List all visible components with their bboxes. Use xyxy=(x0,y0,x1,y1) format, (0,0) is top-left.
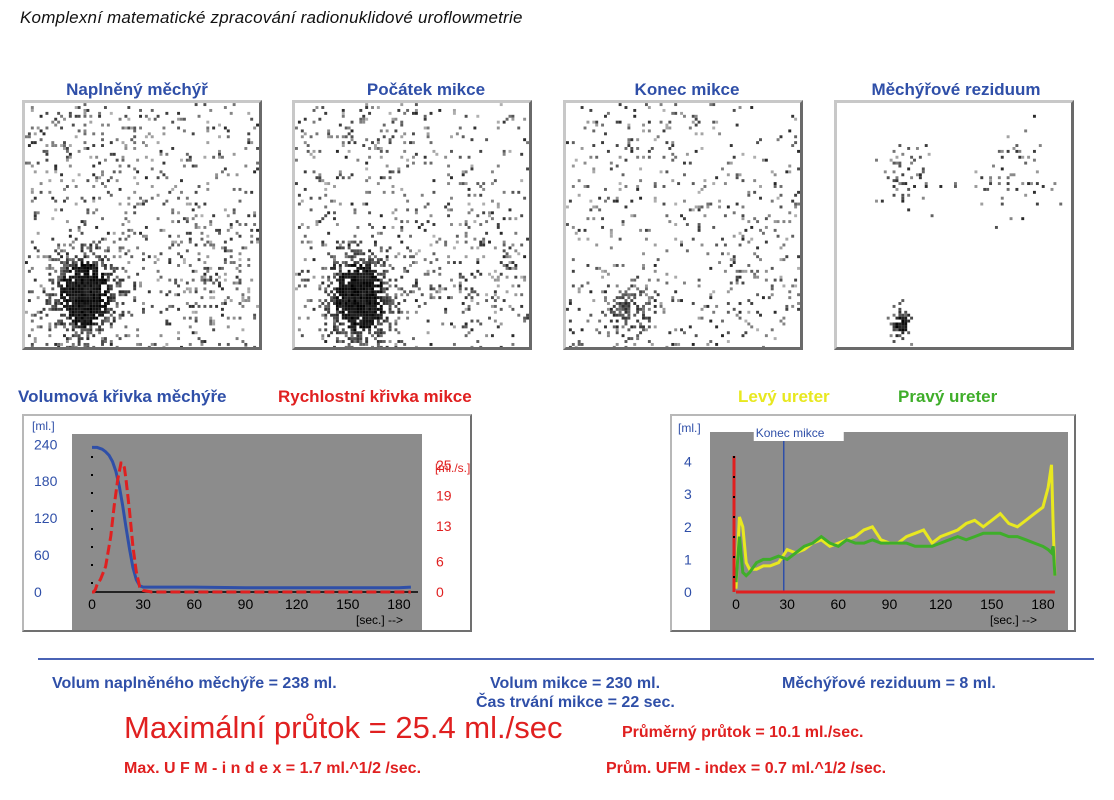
x-tick-label: 120 xyxy=(929,596,953,612)
annotation-box xyxy=(753,424,844,441)
stat-max-flow: Maximální průtok = 25.4 ml./sec xyxy=(124,710,563,745)
y-tick-label: 3 xyxy=(684,486,692,502)
x-tick-label: 30 xyxy=(135,596,151,612)
stat-avg-ufm: Prům. UFM - index = 0.7 ml.^1/2 /sec. xyxy=(606,760,887,777)
volume-curve-title: Volumová křivka měchýře xyxy=(18,387,227,406)
image-label-start: Počátek mikce xyxy=(366,80,486,99)
konec-mikce-label: Konec mikce xyxy=(756,426,825,440)
y-tick-label: 1 xyxy=(684,551,692,567)
scan-image-mikce-end xyxy=(563,100,803,350)
stat-avg-flow: Průměrný průtok = 10.1 ml./sec. xyxy=(622,724,864,741)
volume-rate-chart: [ml.] [ml./s.] [sec.] --> 0 60 120 180 240 0 6 13 1… xyxy=(22,414,472,632)
plot-area xyxy=(710,432,1068,630)
y-unit: [ml.] xyxy=(678,421,701,435)
y-tick-right: 0 xyxy=(436,584,444,600)
stat-volume-mikce: Volum mikce = 230 ml. xyxy=(490,675,661,692)
y-unit-right: [ml./s.] xyxy=(435,461,470,475)
y-tick-left: 60 xyxy=(34,547,50,563)
rate-curve-title: Rychlostní křivka mikce xyxy=(278,387,472,406)
right-ureter-title: Pravý ureter xyxy=(898,387,998,406)
ureter-chart: [ml.] [sec.] --> 0 1 2 3 4 0 30 60 90 120 150 180 Kone… xyxy=(670,414,1076,632)
divider xyxy=(38,658,1094,660)
x-tick-label: 90 xyxy=(882,596,898,612)
y-tick-left: 0 xyxy=(34,584,42,600)
stat-duration: Čas trvání mikce = 22 sec. xyxy=(476,694,675,711)
y-tick-label: 0 xyxy=(684,584,692,600)
y-tick-right: 13 xyxy=(436,518,452,534)
x-tick-label: 60 xyxy=(831,596,847,612)
x-unit-label: [sec.] --> xyxy=(356,613,403,627)
y-tick-left: 240 xyxy=(34,436,58,452)
stat-max-ufm: Max. U F M - i n d e x = 1.7 ml.^1/2 /se… xyxy=(124,760,422,777)
x-tick-label: 180 xyxy=(1031,596,1055,612)
y-tick-right: 25 xyxy=(436,457,452,473)
x-tick-label: 150 xyxy=(336,596,360,612)
x-tick-label: 0 xyxy=(732,596,740,612)
page-title: Komplexní matematické zpracování radionu… xyxy=(20,8,523,27)
image-label-end: Konec mikce xyxy=(634,80,740,99)
image-label-full: Naplněný měchýř xyxy=(66,80,208,99)
x-tick-label: 90 xyxy=(238,596,254,612)
y-tick-label: 2 xyxy=(684,519,692,535)
rate-curve-line xyxy=(92,461,411,594)
x-tick-label: 180 xyxy=(387,596,411,612)
x-tick-label: 30 xyxy=(779,596,795,612)
scan-image-full-bladder xyxy=(22,100,262,350)
y-tick-left: 180 xyxy=(34,473,58,489)
y-unit-left: [ml.] xyxy=(32,419,55,433)
stat-residuum: Měchýřové reziduum = 8 ml. xyxy=(782,675,996,692)
scan-image-residual xyxy=(834,100,1074,350)
x-tick-label: 0 xyxy=(88,596,96,612)
x-tick-label: 60 xyxy=(187,596,203,612)
image-label-residual: Měchýřové reziduum xyxy=(871,80,1041,99)
y-tick-label: 4 xyxy=(684,454,692,470)
volume-curve-line xyxy=(92,445,411,590)
y-tick-right: 6 xyxy=(436,554,444,570)
x-unit-label: [sec.] --> xyxy=(990,613,1037,627)
y-tick-left: 120 xyxy=(34,510,58,526)
stat-volume-full: Volum naplněného měchýře = 238 ml. xyxy=(52,675,337,692)
right-ureter-line xyxy=(734,531,1057,583)
left-ureter-title: Levý ureter xyxy=(738,387,830,406)
scan-image-mikce-start xyxy=(292,100,532,350)
y-tick-right: 19 xyxy=(436,487,452,503)
x-tick-label: 120 xyxy=(285,596,309,612)
x-tick-label: 150 xyxy=(980,596,1004,612)
